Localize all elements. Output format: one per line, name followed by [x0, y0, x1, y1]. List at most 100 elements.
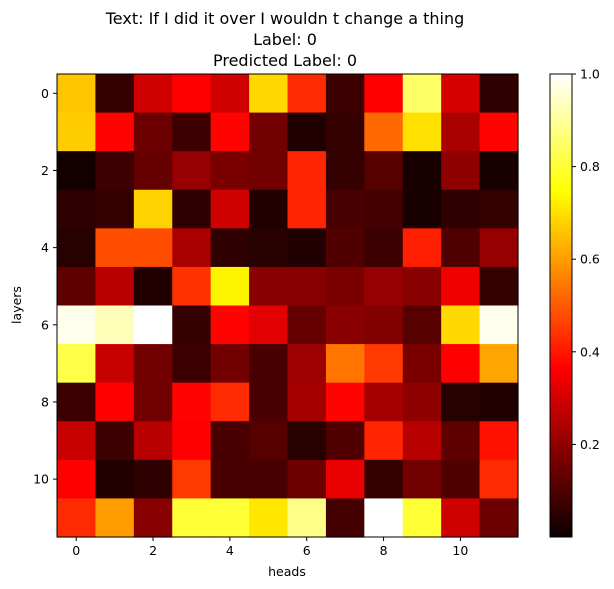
- heatmap-cell: [57, 228, 97, 268]
- heatmap-cell: [287, 498, 327, 538]
- heatmap-cell: [479, 266, 519, 307]
- heatmap-cell: [402, 228, 442, 268]
- y-tick-label: 6: [41, 317, 49, 332]
- colorbar-tick-label: 0.8: [580, 159, 600, 174]
- heatmap-cell: [287, 189, 327, 229]
- heatmap-cell: [441, 382, 481, 422]
- heatmap-cell: [249, 459, 289, 500]
- y-tick-label: 0: [41, 86, 49, 101]
- heatmap-cell: [133, 305, 173, 345]
- heatmap-cell: [172, 228, 212, 268]
- heatmap-cell: [441, 305, 481, 345]
- x-tick-label: 10: [452, 543, 468, 558]
- heatmap-cell: [210, 305, 250, 345]
- heatmap-cell: [249, 498, 289, 538]
- heatmap-cell: [172, 498, 212, 538]
- heatmap-cell: [95, 344, 135, 384]
- heatmap-cell: [172, 266, 212, 307]
- heatmap-cell: [95, 305, 135, 345]
- heatmap-cell: [441, 228, 481, 268]
- heatmap-cell: [364, 305, 404, 345]
- heatmap-cell: [364, 421, 404, 461]
- heatmap-cell: [364, 151, 404, 191]
- heatmap-cell: [287, 459, 327, 500]
- heatmap-cell: [441, 498, 481, 538]
- heatmap-cell: [479, 189, 519, 229]
- heatmap-cell: [287, 228, 327, 268]
- colorbar: [549, 73, 573, 538]
- heatmap-cell: [95, 228, 135, 268]
- heatmap-cell: [249, 344, 289, 384]
- heatmap-cell: [287, 74, 327, 114]
- heatmap-cell: [95, 498, 135, 538]
- heatmap-cell: [325, 112, 365, 152]
- heatmap-cell: [287, 266, 327, 307]
- heatmap-cell: [57, 498, 97, 538]
- x-tick-label: 6: [303, 543, 311, 558]
- x-tick-label: 8: [380, 543, 388, 558]
- heatmap-cell: [479, 344, 519, 384]
- heatmap-cell: [287, 421, 327, 461]
- heatmap-cell: [441, 266, 481, 307]
- chart-title-line-1: Text: If I did it over I wouldn t change…: [105, 9, 465, 28]
- heatmap-cell: [479, 305, 519, 345]
- heatmap-cell: [210, 266, 250, 307]
- heatmap-cell: [249, 305, 289, 345]
- heatmap-cell: [325, 74, 365, 114]
- heatmap-cell: [402, 151, 442, 191]
- heatmap-cell: [441, 459, 481, 500]
- heatmap-cell: [402, 382, 442, 422]
- heatmap-cell: [287, 344, 327, 384]
- y-axis-ticks: 0 2 4 6 8 10: [33, 86, 57, 487]
- heatmap-cell: [402, 305, 442, 345]
- heatmap-cell: [57, 266, 97, 307]
- heatmap-cell: [479, 421, 519, 461]
- heatmap-cell: [364, 498, 404, 538]
- heatmap-cell: [95, 189, 135, 229]
- heatmap-cell: [364, 344, 404, 384]
- heatmap-cell: [364, 189, 404, 229]
- heatmap-cell: [210, 421, 250, 461]
- heatmap-cell: [95, 151, 135, 191]
- y-tick-label: 10: [33, 472, 49, 487]
- heatmap-cells: [57, 74, 519, 538]
- heatmap-cell: [57, 344, 97, 384]
- heatmap-cell: [402, 344, 442, 384]
- heatmap-cell: [210, 228, 250, 268]
- heatmap-cell: [364, 266, 404, 307]
- heatmap-cell: [57, 459, 97, 500]
- heatmap-cell: [325, 189, 365, 229]
- heatmap-cell: [364, 74, 404, 114]
- colorbar-ticks: 0.2 0.4 0.6 0.8 1.0: [572, 67, 600, 452]
- chart-title-line-3: Predicted Label: 0: [213, 51, 357, 70]
- heatmap-cell: [249, 74, 289, 114]
- heatmap-cell: [402, 266, 442, 307]
- heatmap-cell: [402, 189, 442, 229]
- heatmap-cell: [133, 228, 173, 268]
- heatmap-cell: [172, 305, 212, 345]
- x-axis-label: heads: [268, 564, 306, 579]
- colorbar-tick-label: 0.6: [580, 252, 600, 267]
- colorbar-tick-label: 1.0: [580, 67, 600, 82]
- heatmap-cell: [172, 344, 212, 384]
- heatmap-cell: [133, 112, 173, 152]
- x-tick-label: 0: [72, 543, 80, 558]
- heatmap-cell: [402, 74, 442, 114]
- heatmap-cell: [479, 151, 519, 191]
- heatmap-cell: [364, 459, 404, 500]
- heatmap-cell: [249, 151, 289, 191]
- heatmap-cell: [57, 74, 97, 114]
- y-tick-label: 2: [41, 163, 49, 178]
- heatmap-cell: [287, 112, 327, 152]
- heatmap-cell: [249, 382, 289, 422]
- heatmap-cell: [249, 421, 289, 461]
- heatmap-cell: [210, 74, 250, 114]
- x-tick-label: 2: [149, 543, 157, 558]
- heatmap-cell: [210, 344, 250, 384]
- heatmap-cell: [479, 74, 519, 114]
- heatmap-cell: [133, 498, 173, 538]
- chart-title-line-2: Label: 0: [253, 30, 317, 49]
- heatmap-cell: [133, 421, 173, 461]
- heatmap-cell: [441, 151, 481, 191]
